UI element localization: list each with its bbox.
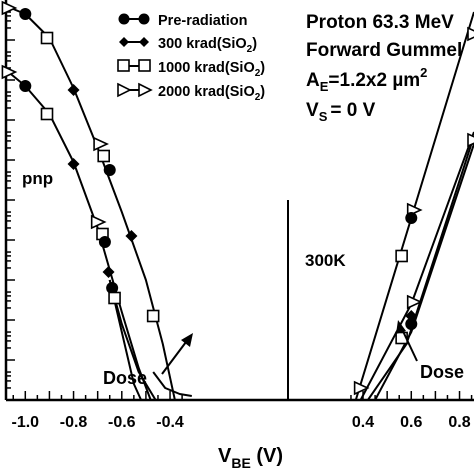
legend-label-sub: 2 [255, 68, 261, 79]
marker-square [40, 31, 54, 45]
x-tick-label: 0.4 [352, 414, 374, 431]
legend-item-1000-krad: 1000 krad(SiO2) [117, 59, 265, 79]
info-sub: S [319, 109, 328, 124]
legend-marker-triangle [138, 82, 153, 98]
info-line-4: VS = 0 V [306, 100, 376, 124]
info-line-1: Proton 63.3 MeV [306, 12, 454, 33]
x-axis-title-unit: (V) [251, 445, 283, 467]
marker-circle [103, 164, 116, 176]
legend-item-2000-krad: 2000 krad(SiO2) [117, 82, 265, 103]
arrow-shaft [400, 326, 418, 362]
label-dose-left: Dose [103, 368, 147, 388]
x-axis-title: VBE (V) [218, 445, 283, 471]
legend-label: Pre-radiation [158, 13, 247, 29]
markers-group [1, 0, 474, 396]
legend-marker-circle [138, 13, 150, 25]
marker-circle [405, 318, 418, 330]
marker-triangle [406, 294, 423, 310]
marker-triangle [90, 214, 107, 230]
legend-marker-diamond [139, 37, 149, 47]
marker-triangle [467, 132, 474, 148]
x-axis-ticks: -1.0 -0.8 -0.6 -0.4 0.4 0.6 0.8 [12, 391, 473, 431]
curve-tail [152, 371, 192, 397]
label-300k: 300K [305, 251, 346, 270]
marker-triangle [1, 0, 18, 16]
marker-triangle [93, 136, 109, 152]
legend-label-tail: ) [260, 60, 265, 76]
legend-label-tail: ) [260, 84, 265, 100]
legend-label: 2000 krad(SiO2) [158, 84, 265, 103]
legend-marker-diamond [119, 37, 129, 47]
info-vs: = 0 V [330, 100, 375, 121]
marker-diamond [102, 266, 115, 278]
marker-circle [19, 8, 32, 20]
dose-arrow-right [396, 320, 418, 362]
marker-circle [19, 80, 32, 92]
marker-triangle [353, 380, 370, 396]
x-tick-label: -0.8 [60, 414, 88, 431]
x-tick-label: 0.8 [448, 414, 470, 431]
marker-square [97, 149, 111, 163]
legend-item-pre-radiation: Pre-radiation [118, 13, 247, 29]
legend: Pre-radiation 300 krad(SiO2) 1000 krad(S… [117, 13, 265, 103]
legend-marker-square [138, 59, 151, 72]
legend-marker-triangle [117, 82, 132, 98]
marker-triangle [467, 26, 474, 42]
legend-marker-circle [118, 13, 130, 25]
marker-square [395, 249, 408, 263]
marker-square [40, 107, 54, 121]
legend-label-sub: 2 [247, 44, 253, 55]
curve-lower [5, 69, 152, 401]
info-line-3: AE=1.2x2 µm2 [306, 65, 427, 94]
marker-diamond [125, 230, 138, 242]
legend-item-300-krad: 300 krad(SiO2) [119, 36, 257, 55]
marker-circle [106, 282, 119, 294]
x-axis-title-sub: BE [231, 455, 250, 471]
marker-circle [98, 236, 111, 248]
arrow-head [181, 333, 193, 347]
arrow-head [396, 320, 406, 334]
dose-arrow-left [161, 333, 193, 375]
arrow-shaft [161, 337, 190, 375]
x-tick-label: -0.6 [108, 414, 136, 431]
marker-triangle [1, 64, 18, 80]
y-minor-ticks [6, 11, 15, 401]
info-area: =1.2x2 µm [328, 70, 420, 91]
marker-diamond [67, 158, 80, 170]
label-pnp: pnp [22, 169, 53, 188]
label-dose-right: Dose [420, 362, 464, 382]
legend-label-tail: ) [252, 36, 257, 52]
x-tick-label: 0.6 [400, 414, 422, 431]
marker-square [108, 291, 121, 305]
info-sub: E [320, 79, 329, 94]
legend-label-sub: 2 [255, 92, 261, 103]
info-block: Proton 63.3 MeV Forward Gummel AE=1.2x2 … [306, 12, 462, 124]
legend-label: 1000 krad(SiO2) [158, 60, 265, 79]
curve-lower-branch [108, 279, 143, 401]
info-line-2: Forward Gummel [306, 40, 462, 61]
marker-square [146, 309, 160, 323]
x-tick-label: -1.0 [12, 414, 40, 431]
x-tick-label: -0.4 [156, 414, 184, 431]
legend-marker-square [117, 59, 130, 72]
legend-label: 300 krad(SiO2) [158, 36, 257, 55]
info-sup: 2 [420, 65, 427, 80]
marker-diamond [67, 84, 80, 96]
marker-circle [405, 212, 418, 224]
